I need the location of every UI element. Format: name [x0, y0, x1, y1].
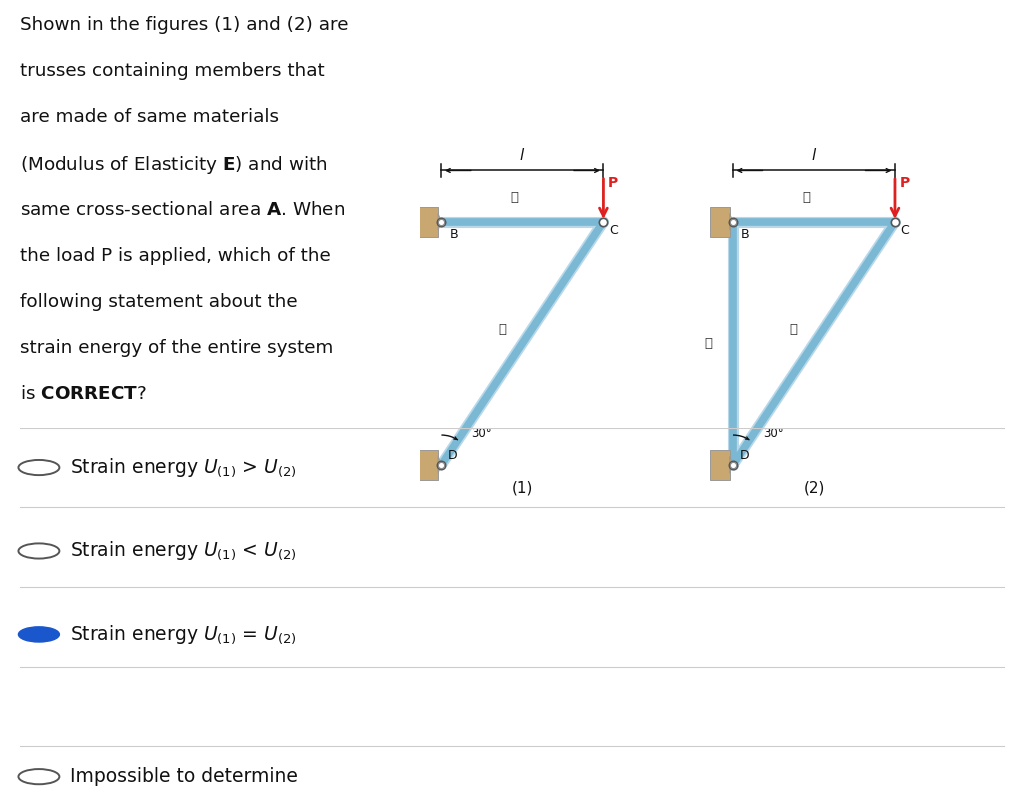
Text: Shown in the figures (1) and (2) are: Shown in the figures (1) and (2) are	[20, 16, 349, 34]
Polygon shape	[438, 457, 441, 473]
Text: Ⓐ: Ⓐ	[802, 191, 810, 204]
Polygon shape	[438, 214, 441, 230]
Text: 30°: 30°	[763, 428, 783, 441]
Text: (2): (2)	[803, 481, 824, 496]
Polygon shape	[729, 457, 733, 473]
Text: $l$: $l$	[811, 147, 817, 163]
Text: Ⓐ: Ⓐ	[705, 337, 713, 349]
Text: Strain energy $U_{(1)}$ = $U_{(2)}$: Strain energy $U_{(1)}$ = $U_{(2)}$	[70, 623, 297, 646]
Text: Ⓐ: Ⓐ	[790, 324, 798, 337]
Text: same cross-sectional area $\mathbf{A}$. When: same cross-sectional area $\mathbf{A}$. …	[20, 200, 346, 219]
Text: Ⓐ: Ⓐ	[510, 191, 518, 204]
Text: trusses containing members that: trusses containing members that	[20, 62, 326, 80]
Text: are made of same materials: are made of same materials	[20, 108, 280, 127]
Polygon shape	[419, 449, 438, 480]
Text: following statement about the: following statement about the	[20, 293, 298, 311]
Text: P: P	[607, 176, 618, 190]
Circle shape	[18, 627, 59, 642]
Text: (1): (1)	[512, 481, 534, 496]
Text: D: D	[447, 449, 458, 462]
Text: 30°: 30°	[471, 428, 492, 441]
Text: (Modulus of Elasticity $\mathbf{E}$) and with: (Modulus of Elasticity $\mathbf{E}$) and…	[20, 154, 328, 177]
Text: D: D	[739, 449, 750, 462]
Text: C: C	[609, 224, 617, 237]
Text: B: B	[450, 228, 458, 241]
Text: Strain energy $U_{(1)}$ > $U_{(2)}$: Strain energy $U_{(1)}$ > $U_{(2)}$	[70, 457, 297, 479]
Text: Strain energy $U_{(1)}$ < $U_{(2)}$: Strain energy $U_{(1)}$ < $U_{(2)}$	[70, 540, 297, 562]
Polygon shape	[729, 214, 733, 230]
Text: is $\mathbf{CORRECT}$?: is $\mathbf{CORRECT}$?	[20, 385, 147, 403]
Polygon shape	[419, 207, 438, 237]
Text: Impossible to determine: Impossible to determine	[70, 767, 298, 786]
Text: B: B	[741, 228, 750, 241]
Text: $l$: $l$	[519, 147, 525, 163]
Text: P: P	[899, 176, 909, 190]
Text: C: C	[900, 224, 909, 237]
Text: the load P is applied, which of the: the load P is applied, which of the	[20, 247, 331, 265]
Text: Ⓐ: Ⓐ	[499, 324, 506, 337]
Text: strain energy of the entire system: strain energy of the entire system	[20, 339, 334, 357]
Polygon shape	[711, 449, 729, 480]
Polygon shape	[711, 207, 729, 237]
